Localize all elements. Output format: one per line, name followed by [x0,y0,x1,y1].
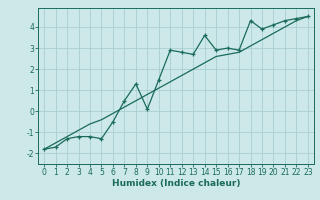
X-axis label: Humidex (Indice chaleur): Humidex (Indice chaleur) [112,179,240,188]
